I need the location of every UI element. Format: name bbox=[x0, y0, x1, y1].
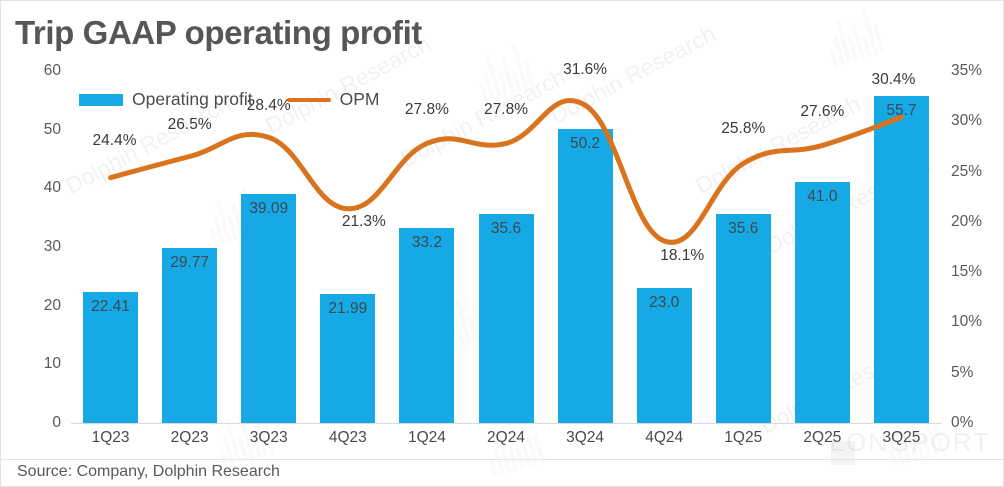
bar-2Q23[interactable]: 29.77 bbox=[162, 248, 218, 423]
bar-series-swatch-icon bbox=[79, 93, 123, 106]
bar-value-label: 50.2 bbox=[569, 134, 601, 152]
right-axis-tick: 5% bbox=[951, 363, 974, 381]
category-label-2Q23: 2Q23 bbox=[170, 429, 209, 446]
category-label-3Q23: 3Q23 bbox=[249, 429, 288, 446]
category-label-1Q23: 1Q23 bbox=[91, 429, 130, 446]
bar-value-label: 35.6 bbox=[728, 220, 759, 238]
left-axis-tick: 20 bbox=[43, 296, 61, 314]
category-label-2Q24: 2Q24 bbox=[487, 429, 525, 446]
page-title: Trip GAAP operating profit bbox=[15, 14, 422, 51]
opm-value-label: 24.4% bbox=[92, 131, 137, 149]
left-axis-tick: 60 bbox=[43, 62, 61, 79]
right-axis-tick: 20% bbox=[951, 212, 983, 230]
opm-line-path bbox=[108, 97, 904, 245]
opm-value-label: 27.6% bbox=[800, 103, 845, 121]
footer-divider bbox=[1, 459, 1003, 460]
category-label-4Q23: 4Q23 bbox=[328, 429, 367, 446]
opm-value-label: 25.8% bbox=[721, 119, 766, 137]
right-percent-axis: 0% 5% 10% 15% 20% 25% 30% 35% bbox=[951, 62, 1003, 431]
bar-value-label: 41.0 bbox=[807, 188, 838, 206]
opm-value-label: 30.4% bbox=[871, 71, 916, 89]
legend-item-opm: OPM bbox=[286, 89, 380, 110]
bar-4Q24[interactable]: 23.0 bbox=[636, 288, 692, 423]
left-axis-tick: 0 bbox=[52, 414, 61, 431]
opm-value-label: 27.8% bbox=[484, 101, 528, 119]
opm-value-label: 28.4% bbox=[246, 97, 291, 115]
bar-3Q24[interactable]: 50.2 bbox=[557, 128, 613, 423]
right-axis-tick: 10% bbox=[951, 313, 983, 331]
bar-value-label: 22.41 bbox=[91, 297, 130, 315]
legend-item-operating-profit: Operating profit bbox=[79, 89, 253, 110]
bar-1Q24[interactable]: 33.2 bbox=[399, 228, 455, 423]
bar-1Q25[interactable]: 35.6 bbox=[715, 214, 771, 423]
watermark-bars-icon bbox=[821, 6, 888, 68]
left-axis-tick: 50 bbox=[43, 120, 61, 138]
right-axis-tick: 35% bbox=[951, 62, 983, 79]
bar-value-label: 39.09 bbox=[249, 199, 289, 217]
right-axis-tick: 0% bbox=[951, 414, 974, 431]
plot-area: 22.41 29.77 39.09 21.99 33.2 35.6 50.2 23.0 35.6… bbox=[71, 61, 941, 424]
bar-value-label: 55.7 bbox=[886, 102, 917, 120]
bar-value-label: 23.0 bbox=[649, 294, 680, 312]
left-axis-tick: 10 bbox=[43, 355, 61, 373]
bar-value-label: 35.6 bbox=[490, 220, 522, 238]
bar-value-label: 29.77 bbox=[170, 254, 210, 272]
source-note: Source: Company, Dolphin Research bbox=[17, 463, 280, 480]
left-axis-tick: 40 bbox=[43, 179, 61, 197]
bar-3Q25[interactable]: 55.7 bbox=[873, 96, 929, 423]
opm-value-label: 31.6% bbox=[563, 61, 608, 79]
category-label-2Q25: 2Q25 bbox=[803, 429, 842, 446]
line-series-swatch-icon bbox=[286, 97, 331, 102]
right-axis-tick: 15% bbox=[951, 263, 983, 281]
right-axis-tick: 30% bbox=[951, 112, 983, 130]
opm-value-label: 27.8% bbox=[404, 101, 449, 119]
opm-value-label: 21.3% bbox=[341, 212, 386, 230]
bar-2Q24[interactable]: 35.6 bbox=[478, 214, 534, 423]
category-axis: 1Q23 2Q23 3Q23 4Q23 1Q24 2Q24 3Q24 4Q24 1Q25 2Q25… bbox=[71, 429, 941, 455]
bar-1Q23[interactable]: 22.41 bbox=[83, 291, 139, 423]
bar-2Q25[interactable]: 41.0 bbox=[794, 182, 850, 423]
bar-4Q23[interactable]: 21.99 bbox=[320, 294, 376, 423]
category-label-1Q25: 1Q25 bbox=[724, 429, 763, 446]
bar-value-label: 21.99 bbox=[328, 300, 368, 317]
right-axis-tick: 25% bbox=[951, 162, 983, 180]
opm-value-label: 18.1% bbox=[660, 246, 705, 264]
bar-3Q23[interactable]: 39.09 bbox=[241, 193, 297, 423]
category-label-4Q24: 4Q24 bbox=[645, 429, 684, 446]
category-label-3Q24: 3Q24 bbox=[566, 429, 605, 446]
chart-legend: Operating profit OPM bbox=[79, 89, 380, 110]
legend-label-opm: OPM bbox=[339, 89, 380, 109]
opm-line-series bbox=[108, 97, 904, 245]
left-axis-tick: 30 bbox=[43, 238, 61, 255]
axis-baseline bbox=[71, 423, 941, 424]
left-value-axis: 0 10 20 30 40 50 60 bbox=[15, 62, 61, 431]
bar-value-label: 33.2 bbox=[411, 234, 442, 252]
legend-label-operating-profit: Operating profit bbox=[132, 89, 253, 109]
category-label-3Q25: 3Q25 bbox=[882, 429, 921, 446]
opm-value-label: 26.5% bbox=[167, 116, 212, 134]
category-label-1Q24: 1Q24 bbox=[407, 429, 446, 446]
